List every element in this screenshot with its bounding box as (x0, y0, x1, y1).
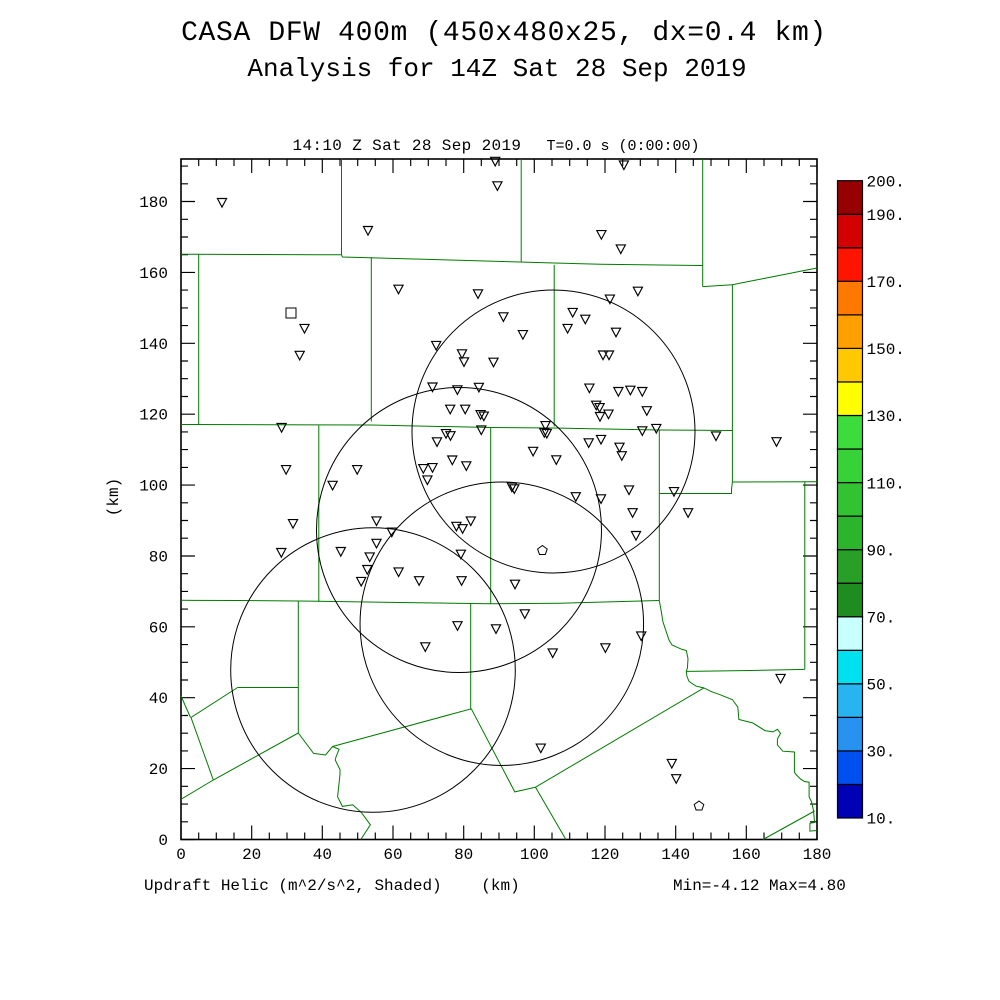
svg-text:70.: 70. (867, 609, 896, 627)
svg-text:110.: 110. (867, 475, 905, 493)
svg-text:20: 20 (149, 761, 168, 779)
svg-text:160: 160 (139, 265, 168, 283)
svg-text:150.: 150. (867, 341, 905, 359)
svg-text:40: 40 (313, 846, 332, 864)
svg-text:(km): (km) (481, 877, 519, 895)
svg-text:190.: 190. (867, 207, 905, 225)
svg-text:170.: 170. (867, 274, 905, 292)
svg-text:Analysis for 14Z Sat 28 Sep 20: Analysis for 14Z Sat 28 Sep 2019 (247, 54, 746, 84)
svg-text:140: 140 (661, 846, 690, 864)
svg-text:10.: 10. (867, 811, 896, 829)
svg-text:30.: 30. (867, 744, 896, 762)
svg-text:0: 0 (158, 832, 168, 850)
svg-text:130.: 130. (867, 408, 905, 426)
svg-text:120: 120 (591, 846, 620, 864)
svg-text:60: 60 (383, 846, 402, 864)
svg-text:100: 100 (139, 478, 168, 496)
svg-text:180: 180 (803, 846, 832, 864)
svg-text:120: 120 (139, 407, 168, 425)
svg-text:200.: 200. (867, 173, 905, 191)
svg-text:80: 80 (454, 846, 473, 864)
svg-text:CASA DFW 400m (450x480x25, dx=: CASA DFW 400m (450x480x25, dx=0.4 km) (181, 18, 827, 49)
svg-text:160: 160 (732, 846, 761, 864)
svg-text:0: 0 (176, 846, 186, 864)
svg-text:60: 60 (149, 619, 168, 637)
svg-text:(km): (km) (105, 478, 123, 516)
svg-text:50.: 50. (867, 677, 896, 695)
svg-text:Updraft Helic (m^2/s^2, Shaded: Updraft Helic (m^2/s^2, Shaded) (144, 877, 442, 895)
svg-text:20: 20 (242, 846, 261, 864)
svg-text:40: 40 (149, 690, 168, 708)
svg-text:T=0.0 s (0:00:00): T=0.0 s (0:00:00) (546, 138, 699, 155)
svg-text:100: 100 (520, 846, 549, 864)
svg-text:Min=-4.12 Max=4.80: Min=-4.12 Max=4.80 (673, 877, 846, 895)
svg-text:80: 80 (149, 548, 168, 566)
svg-text:90.: 90. (867, 542, 896, 560)
svg-text:14:10 Z Sat 28 Sep 2019: 14:10 Z Sat 28 Sep 2019 (293, 137, 522, 155)
svg-text:140: 140 (139, 336, 168, 354)
svg-text:180: 180 (139, 194, 168, 212)
